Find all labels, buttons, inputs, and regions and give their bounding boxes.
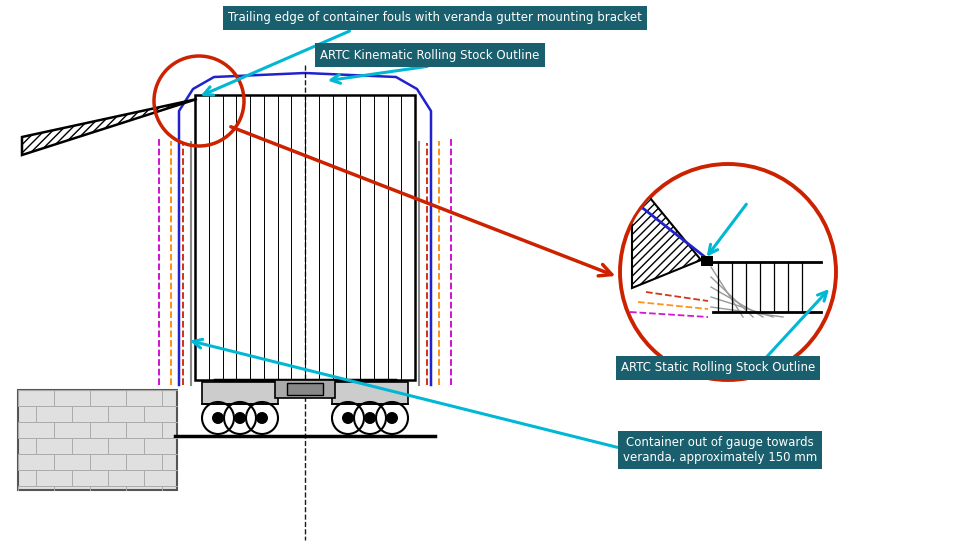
Circle shape bbox=[620, 164, 836, 380]
Circle shape bbox=[386, 412, 398, 424]
Circle shape bbox=[256, 412, 268, 424]
Circle shape bbox=[234, 412, 246, 424]
Bar bbox=[701, 256, 713, 266]
Bar bbox=[332, 382, 408, 404]
Text: ARTC Static Rolling Stock Outline: ARTC Static Rolling Stock Outline bbox=[621, 361, 815, 374]
Polygon shape bbox=[632, 176, 701, 288]
Text: Trailing edge of container fouls with veranda gutter mounting bracket: Trailing edge of container fouls with ve… bbox=[228, 11, 642, 24]
Circle shape bbox=[364, 412, 376, 424]
Circle shape bbox=[212, 412, 224, 424]
Bar bbox=[18, 390, 177, 490]
Bar bbox=[275, 380, 335, 398]
Circle shape bbox=[342, 412, 354, 424]
Text: Container out of gauge towards
veranda, approximately 150 mm: Container out of gauge towards veranda, … bbox=[623, 436, 817, 464]
Bar bbox=[195, 95, 415, 380]
Text: ARTC Kinematic Rolling Stock Outline: ARTC Kinematic Rolling Stock Outline bbox=[321, 49, 540, 62]
Bar bbox=[202, 382, 278, 404]
Bar bbox=[287, 383, 323, 395]
Polygon shape bbox=[22, 99, 197, 155]
